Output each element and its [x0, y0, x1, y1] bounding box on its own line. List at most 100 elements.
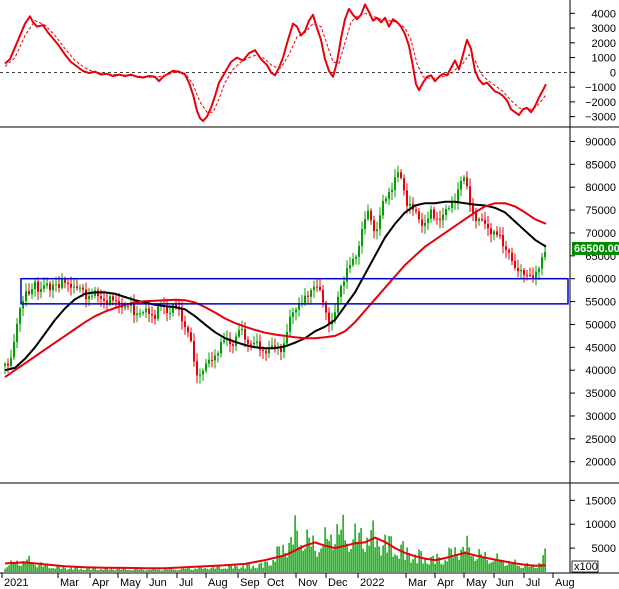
volume-bar: [490, 562, 492, 572]
candle-body: [400, 172, 402, 179]
candle-body: [469, 186, 471, 206]
volume-bar: [522, 567, 524, 572]
volume-bar: [210, 568, 212, 572]
volume-bar: [282, 544, 284, 572]
volume-bar: [186, 568, 188, 572]
y-tick-label: 85000: [585, 159, 616, 171]
volume-bar: [314, 550, 316, 572]
volume-bar: [424, 558, 426, 572]
volume-bar: [170, 567, 172, 572]
y-tick-label: 5000: [592, 543, 616, 555]
volume-bar: [74, 566, 76, 572]
candle-body: [247, 339, 249, 344]
volume-bar: [274, 561, 276, 572]
candle-body: [40, 288, 42, 292]
volume-bar: [32, 563, 34, 572]
x-tick-label: Mar: [60, 577, 79, 589]
volume-bar: [368, 545, 370, 572]
y-tick-label: 60000: [585, 274, 616, 286]
candle-body: [502, 235, 504, 247]
x-tick-label: May: [466, 577, 487, 589]
volume-bar: [370, 530, 372, 572]
candle-body: [34, 281, 36, 290]
volume-bar: [174, 569, 176, 572]
candle-body: [493, 231, 495, 235]
volume-bar: [182, 567, 184, 572]
volume-bar: [342, 514, 344, 572]
volume-bar: [462, 546, 464, 572]
volume-bar: [94, 568, 96, 572]
volume-bar: [142, 569, 144, 572]
candle-body: [166, 306, 168, 314]
volume-bar: [80, 568, 82, 572]
y-tick-label: 75000: [585, 205, 616, 217]
y-tick-label: −3000: [585, 112, 616, 124]
volume-bar: [422, 563, 424, 572]
candle-body: [88, 296, 90, 300]
candle-body: [37, 281, 39, 292]
candle-body: [505, 246, 507, 250]
candle-body: [13, 341, 15, 358]
volume-bar: [264, 561, 266, 572]
volume-bar: [542, 555, 544, 572]
volume-bar: [14, 562, 16, 572]
candle-body: [427, 218, 429, 223]
volume-bar: [18, 565, 20, 572]
candle-body: [193, 341, 195, 362]
candle-body: [79, 287, 81, 289]
candle-body: [391, 189, 393, 192]
volume-bar: [544, 548, 546, 572]
candle-body: [265, 350, 267, 354]
candle-body: [256, 341, 258, 344]
candle-body: [403, 178, 405, 191]
volume-bar: [300, 545, 302, 572]
volume-bar: [278, 546, 280, 572]
volume-bar: [192, 569, 194, 572]
candle-body: [283, 343, 285, 353]
candle-body: [181, 309, 183, 322]
volume-bar: [476, 559, 478, 572]
volume-bar: [238, 568, 240, 572]
volume-bar: [406, 547, 408, 572]
volume-bar: [254, 568, 256, 572]
x-tick-label: Nov: [298, 577, 318, 589]
volume-bar: [392, 556, 394, 572]
candle-body: [418, 211, 420, 220]
volume-bar: [360, 528, 362, 572]
volume-bar: [140, 568, 142, 572]
y-tick-label: −1000: [585, 82, 616, 94]
volume-bar: [256, 568, 258, 572]
candle-body: [199, 374, 201, 376]
candle-body: [394, 177, 396, 190]
candle-body: [451, 202, 453, 209]
candle-body: [334, 312, 336, 321]
volume-bar: [536, 567, 538, 572]
y-tick-label: 30000: [585, 411, 616, 423]
y-tick-label: 20000: [585, 457, 616, 469]
candle-body: [457, 189, 459, 202]
volume-bar: [100, 569, 102, 572]
x-tick-label: Sep: [240, 577, 260, 589]
volume-bar: [216, 566, 218, 572]
volume-bar: [378, 546, 380, 572]
volume-bar: [250, 568, 252, 572]
x-tick-label: Apr: [437, 577, 454, 589]
candle-body: [151, 314, 153, 316]
candle-body: [157, 306, 159, 319]
candle-body: [187, 327, 189, 333]
candle-body: [91, 295, 93, 297]
candle-body: [496, 231, 498, 235]
volume-bar: [348, 551, 350, 572]
candle-body: [208, 359, 210, 364]
candle-body: [430, 209, 432, 219]
candle-body: [295, 309, 297, 313]
volume-bar: [114, 570, 116, 572]
volume-bar: [492, 561, 494, 572]
volume-bar: [28, 555, 30, 572]
volume-bar: [176, 570, 178, 572]
volume-bar: [60, 568, 62, 572]
candle-body: [259, 341, 261, 350]
volume-bar: [460, 549, 462, 572]
candle-body: [514, 261, 516, 268]
